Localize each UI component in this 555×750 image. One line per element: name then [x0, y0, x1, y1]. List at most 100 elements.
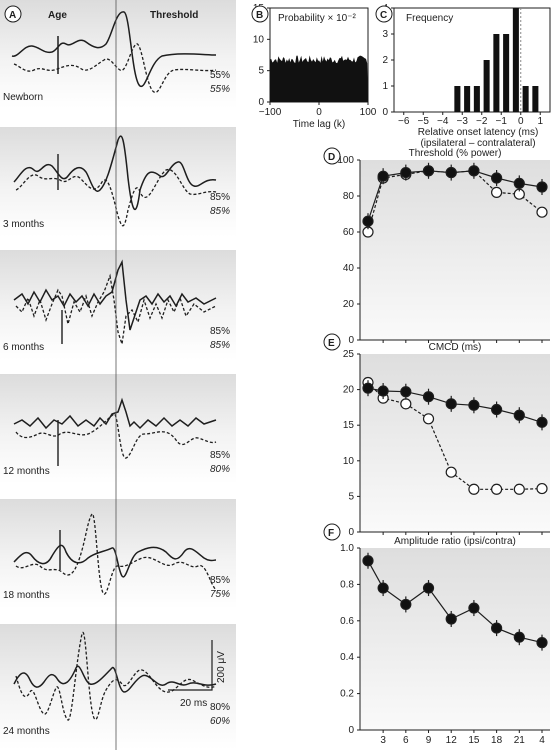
panel-bg [360, 354, 550, 532]
data-point-filled [536, 637, 548, 649]
c-xlabel2: (ipsilateral – contralateral) [420, 138, 535, 149]
data-point-open [422, 413, 435, 425]
age-label: 12 months [3, 466, 50, 477]
xtick-label: 4 [539, 735, 545, 746]
data-point-filled [513, 631, 525, 643]
ytick-label: 0 [348, 527, 354, 538]
threshold-contra: 85% [210, 450, 230, 461]
data-point-open [513, 483, 525, 495]
age-label: 24 months [3, 726, 50, 737]
xtick-label: 12 [446, 735, 458, 746]
threshold-ipsi: 85% [210, 340, 230, 351]
data-point-open [468, 483, 480, 495]
ytick-label: 0.4 [340, 652, 354, 663]
b-xlabel: Time lag (k) [293, 119, 345, 130]
panel-letter: C [380, 10, 387, 21]
xtick-label: 18 [491, 735, 503, 746]
data-point-filled [400, 167, 412, 179]
threshold-contra: 85% [210, 326, 230, 337]
ytick-label: 40 [343, 263, 355, 274]
data-point-filled [377, 385, 389, 397]
trace-newborn-ipsi [13, 43, 217, 93]
data-point-filled [445, 398, 457, 410]
data-point-filled [445, 613, 457, 625]
ytick-label: 0 [348, 725, 354, 736]
panel-a-row-labels: Newborn 55% 55% 3 months 85% 85% 6 months 85% 85… [3, 70, 230, 737]
panel-a-traces [0, 0, 236, 750]
threshold-contra: 85% [210, 575, 230, 586]
c-title: Frequency [406, 13, 453, 24]
c-bar [512, 8, 519, 112]
c-ytick-label: 3 [382, 29, 388, 40]
scale-bars [168, 640, 213, 691]
c-xtick-label: −4 [437, 116, 449, 127]
ytick-label: 0.6 [340, 616, 354, 627]
data-point-filled [400, 386, 412, 398]
trace-18m-ipsi [15, 513, 217, 595]
data-point-open [536, 482, 548, 495]
data-point-filled [536, 181, 548, 193]
data-point-open [400, 398, 412, 410]
ytick-label: 60 [343, 227, 355, 238]
panel-letter: D [328, 152, 335, 163]
b-xtick-label: −100 [259, 107, 282, 118]
panel-letter-badge [251, 5, 269, 23]
data-point-filled [536, 416, 548, 428]
c-bar [522, 86, 529, 112]
c-ytick-label: 0 [382, 107, 388, 118]
c-xtick-label: −2 [476, 116, 488, 127]
panel-title: Amplitude ratio (ipsi/contra) [394, 536, 516, 547]
threshold-ipsi: 60% [210, 716, 230, 727]
b-ytick-label: 0 [258, 97, 264, 108]
ytick-label: 10 [343, 456, 355, 467]
b-ytick-label: 10 [253, 34, 265, 45]
data-point-filled [400, 598, 412, 611]
b-xtick-label: 0 [316, 107, 322, 118]
xtick-label: 3 [380, 735, 386, 746]
ytick-label: 1.0 [340, 543, 354, 554]
data-point-filled [362, 215, 374, 227]
trace-6m-ipsi [15, 273, 217, 345]
evoked-response-traces [11, 11, 217, 721]
threshold-contra: 85% [210, 192, 230, 203]
ytick-label: 0 [348, 335, 354, 346]
panel-title: CMCD (ms) [429, 342, 482, 353]
data-point-filled [491, 403, 503, 416]
c-xtick-label: −6 [398, 116, 410, 127]
c-bar [493, 34, 500, 112]
ytick-label: 0.8 [340, 579, 354, 590]
c-xtick-label: −1 [496, 116, 508, 127]
c-bar [503, 34, 510, 112]
panel-letter-badge [323, 147, 341, 165]
xtick-label: 15 [468, 735, 480, 746]
data-point-filled [362, 382, 374, 394]
threshold-ipsi: 55% [210, 84, 230, 95]
ytick-label: 5 [348, 491, 354, 502]
c-xtick-label: 0 [518, 116, 524, 127]
panel-title: Threshold (% power) [409, 148, 502, 159]
ytick-label: 0.2 [340, 689, 354, 700]
data-point-filled [422, 582, 435, 594]
age-label: 18 months [3, 590, 50, 601]
panel-b-histogram [270, 55, 368, 102]
data-point-filled [377, 582, 389, 594]
xtick-label: 9 [426, 735, 432, 746]
age-label: Newborn [3, 92, 43, 103]
trace-12m-ipsi [15, 413, 217, 459]
data-point-open [491, 483, 503, 495]
b-title: Probability × 10⁻² [278, 13, 356, 24]
xtick-label: 21 [514, 735, 526, 746]
xtick-label: 6 [403, 735, 409, 746]
col-header-threshold: Threshold [150, 10, 198, 21]
data-point-open [445, 466, 457, 478]
ytick-label: 20 [343, 385, 355, 396]
c-xlabel: Relative onset latency (ms) [418, 127, 539, 138]
c-ytick-label: 2 [382, 55, 388, 66]
data-point-filled [468, 399, 480, 411]
ytick-label: 100 [337, 155, 354, 166]
b-xtick-label: 100 [360, 107, 377, 118]
data-point-filled [513, 177, 525, 189]
c-xtick-label: −3 [457, 116, 469, 127]
scale-label-amplitude: 200 μV [216, 651, 227, 683]
